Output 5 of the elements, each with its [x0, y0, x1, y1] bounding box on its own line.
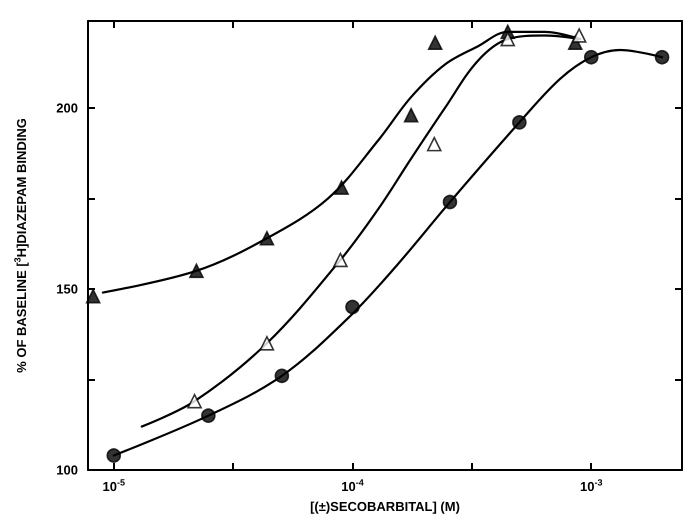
y-tick-label: 150 — [56, 281, 78, 296]
y-axis-title: % OF BASELINE [3H]DIAZEPAM BINDING — [12, 118, 29, 373]
x-axis-title: [(±)SECOBARBITAL] (M) — [310, 499, 460, 514]
y-tick-label: 100 — [56, 462, 78, 478]
y-tick-label: 200 — [56, 100, 78, 116]
